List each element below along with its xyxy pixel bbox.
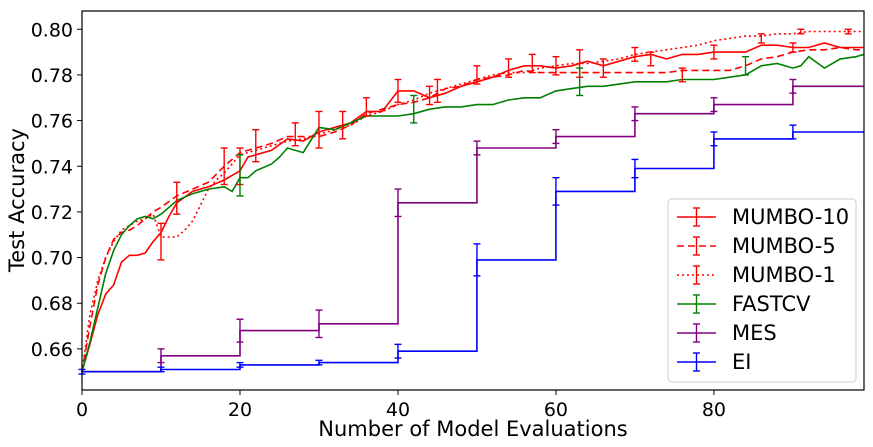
legend: MUMBO-10 MUMBO-5 MUMBO-1 FASTCV MES EI xyxy=(667,198,857,383)
legend-label: MUMBO-5 xyxy=(732,234,836,258)
legend-label: MES xyxy=(732,321,777,345)
error-bar xyxy=(710,131,718,147)
error-bar xyxy=(552,129,560,145)
error-bar xyxy=(433,78,441,104)
error-bar xyxy=(362,97,370,117)
error-bar xyxy=(394,188,402,218)
error-bar xyxy=(789,78,797,94)
error-bar xyxy=(552,176,560,206)
error-bar xyxy=(552,55,560,76)
x-tick-label: 60 xyxy=(544,399,568,421)
error-bar xyxy=(394,343,402,359)
x-tick-label: 20 xyxy=(228,399,252,421)
error-bar xyxy=(236,361,244,368)
error-bar xyxy=(473,243,481,277)
legend-label: MUMBO-10 xyxy=(732,205,849,229)
error-bar xyxy=(339,110,347,140)
y-tick-label: 0.72 xyxy=(31,202,73,224)
legend-item-mumbo-5 xyxy=(677,236,716,256)
plot-frame xyxy=(81,10,865,391)
legend-item-mumbo-10 xyxy=(677,207,716,227)
error-bar xyxy=(426,85,434,106)
error-bar xyxy=(315,309,323,339)
error-bar xyxy=(757,33,765,44)
y-axis-label: Test Accuracy xyxy=(5,128,29,273)
error-bar xyxy=(599,58,607,78)
error-bar xyxy=(315,110,323,149)
series-line-mumbo-10 xyxy=(81,42,864,372)
error-bar xyxy=(678,67,686,83)
series-line-mumbo-1 xyxy=(81,30,864,372)
error-bar xyxy=(157,348,165,364)
error-bar xyxy=(742,55,750,76)
legend-item-mes xyxy=(677,323,716,343)
x-axis-label: Number of Model Evaluations xyxy=(318,417,627,441)
legend-item-mumbo-1 xyxy=(677,265,716,285)
error-bar xyxy=(789,124,797,140)
y-tick-label: 0.74 xyxy=(31,156,73,178)
y-tick-label: 0.66 xyxy=(31,339,73,361)
y-tick-label: 0.80 xyxy=(31,19,73,41)
error-bar xyxy=(505,58,513,78)
legend-item-ei xyxy=(677,352,716,372)
error-bar xyxy=(291,122,299,147)
axis-ticks: 0 20 40 60 80 0.66 0.68 0.70 0.72 0.74 0.76 0.78 0.8… xyxy=(31,19,726,421)
error-bar xyxy=(394,78,402,104)
error-bar xyxy=(789,42,797,53)
y-tick-label: 0.78 xyxy=(31,65,73,87)
error-bar xyxy=(710,97,718,113)
error-bar xyxy=(157,222,165,261)
legend-item-fastcv xyxy=(677,294,716,314)
error-bar xyxy=(236,318,244,343)
error-bar xyxy=(236,154,244,197)
series-line-fastcv xyxy=(81,53,865,372)
x-tick-label: 80 xyxy=(702,399,726,421)
y-tick-label: 0.76 xyxy=(31,111,73,133)
error-bar xyxy=(173,181,181,215)
error-bar xyxy=(647,51,655,67)
error-bar xyxy=(576,67,584,97)
error-bar xyxy=(710,44,718,60)
error-bar xyxy=(797,28,805,35)
error-bar xyxy=(315,359,323,366)
legend-frame xyxy=(667,198,857,383)
error-bar xyxy=(528,53,536,74)
error-bar xyxy=(631,106,639,122)
y-tick-label: 0.68 xyxy=(31,293,73,315)
legend-label: MUMBO-1 xyxy=(732,263,836,287)
error-bar xyxy=(410,94,418,124)
error-bar xyxy=(473,140,481,156)
error-bar xyxy=(252,129,260,163)
legend-label: EI xyxy=(732,350,751,374)
error-bar xyxy=(631,158,639,179)
error-bars xyxy=(78,28,852,375)
legend-label: FASTCV xyxy=(732,292,811,316)
y-tick-label: 0.70 xyxy=(31,248,73,270)
x-tick-label: 0 xyxy=(76,399,88,421)
error-bar xyxy=(844,28,852,35)
error-bar xyxy=(220,147,228,186)
error-bar xyxy=(631,46,639,62)
error-bar xyxy=(157,366,165,373)
x-tick-label: 40 xyxy=(386,399,410,421)
error-bar xyxy=(473,65,481,85)
